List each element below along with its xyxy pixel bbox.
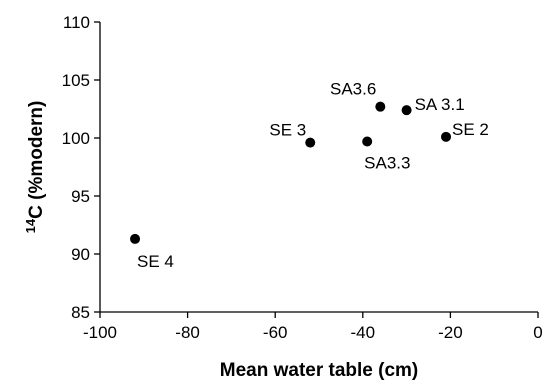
y-tick-label: 110 bbox=[63, 13, 90, 32]
x-tick-label: -100 bbox=[83, 323, 117, 342]
x-axis-title: Mean water table (cm) bbox=[220, 360, 419, 381]
y-axis-title-text: C (%modern) bbox=[26, 101, 47, 219]
data-point bbox=[362, 136, 373, 147]
axes bbox=[99, 22, 538, 313]
y-ticks: 85 90 95 100 105 110 bbox=[62, 13, 100, 322]
data-point-label: SA 3.1 bbox=[415, 95, 465, 114]
data-point-label: SE 3 bbox=[269, 121, 306, 140]
x-tick-label: -40 bbox=[351, 323, 376, 342]
data-point-label: SA3.3 bbox=[364, 153, 410, 172]
y-tick-label: 85 bbox=[71, 303, 90, 322]
y-axis-title: 14C (%modern) bbox=[23, 101, 48, 234]
y-tick-label: 95 bbox=[71, 187, 90, 206]
data-points: SE 4 SE 3 SA3.3 SA3.6 SA 3.1 SE 2 bbox=[130, 80, 489, 271]
x-tick-label: -20 bbox=[438, 323, 463, 342]
data-point bbox=[305, 137, 316, 148]
data-point bbox=[401, 105, 412, 116]
x-tick-label: -60 bbox=[263, 323, 288, 342]
data-point bbox=[441, 131, 452, 142]
y-tick-label: 90 bbox=[71, 245, 90, 264]
data-point-label: SE 2 bbox=[452, 120, 489, 139]
y-tick-label: 100 bbox=[62, 129, 90, 148]
data-point bbox=[375, 101, 386, 112]
data-point bbox=[130, 233, 141, 244]
x-ticks: -100 -80 -60 -40 -20 0 bbox=[83, 312, 542, 342]
y-tick-label: 105 bbox=[62, 71, 90, 90]
x-tick-label: 0 bbox=[533, 323, 542, 342]
x-tick-label: -80 bbox=[175, 323, 200, 342]
data-point-label: SA3.6 bbox=[330, 80, 376, 99]
y-axis-title-superscript: 14 bbox=[23, 218, 38, 233]
data-point-label: SE 4 bbox=[137, 252, 174, 271]
